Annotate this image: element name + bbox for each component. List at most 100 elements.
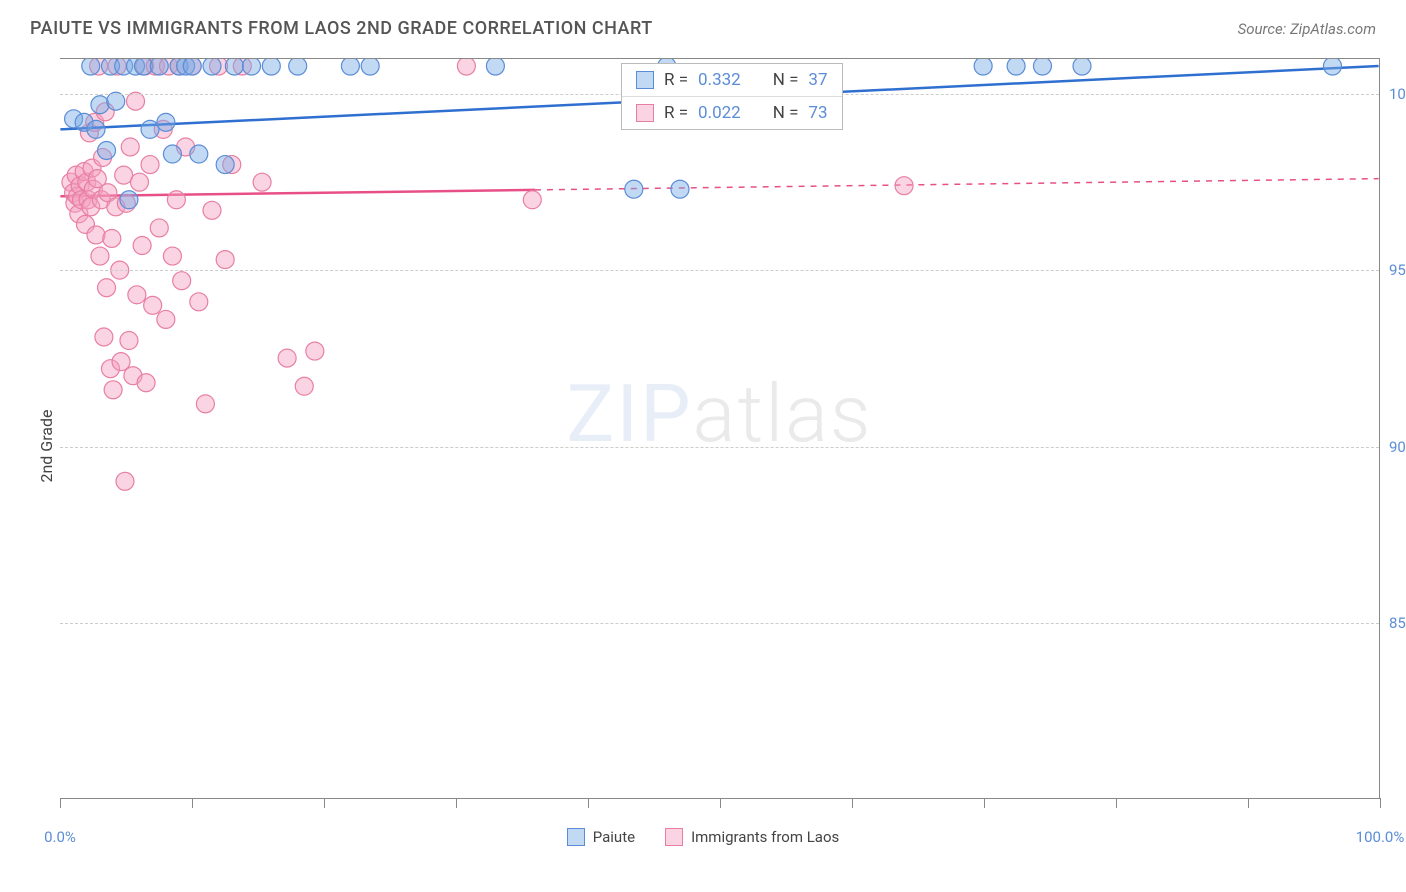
x-tick [324,798,325,808]
y-tick-label: 100.0% [1389,85,1406,103]
data-point-paiute [974,59,992,75]
scatter-plot [60,59,1379,798]
data-point-laos [306,342,324,360]
stat-n-label: N = [773,70,799,90]
data-point-paiute [216,156,234,174]
stat-row: R = 0.022 N = 73 [622,96,842,129]
legend-item-laos: Immigrants from Laos [665,828,839,846]
data-point-paiute [163,145,181,163]
data-point-paiute [625,180,643,198]
y-tick-label: 85.0% [1389,614,1406,632]
data-point-paiute [98,142,116,160]
data-point-laos [91,247,109,265]
data-point-paiute [150,59,168,75]
data-point-laos [133,237,151,255]
stat-r-value: 0.332 [698,70,741,90]
legend-swatch [567,828,585,846]
stat-r-label: R = [664,70,688,90]
legend: Paiute Immigrants from Laos [0,828,1406,846]
data-point-paiute [183,59,201,75]
y-axis-label: 2nd Grade [37,409,56,482]
data-point-laos [137,374,155,392]
gridline-h [60,270,1379,271]
data-point-laos [216,251,234,269]
data-point-laos [163,247,181,265]
data-point-paiute [203,59,221,75]
data-point-laos [150,219,168,237]
data-point-paiute [1007,59,1025,75]
data-point-paiute [157,113,175,131]
x-tick [456,798,457,808]
x-axis [60,798,1380,799]
legend-label: Immigrants from Laos [691,828,839,846]
x-tick [60,798,61,808]
data-point-paiute [82,59,100,75]
data-point-laos [295,377,313,395]
y-tick-label: 95.0% [1389,261,1406,279]
data-point-laos [196,395,214,413]
gridline-h [60,447,1379,448]
chart-title: PAIUTE VS IMMIGRANTS FROM LAOS 2ND GRADE… [30,18,653,39]
data-point-laos [190,293,208,311]
data-point-laos [203,201,221,219]
data-point-laos [128,286,146,304]
stat-swatch [636,71,654,89]
data-point-laos [278,349,296,367]
data-point-laos [895,177,913,195]
data-point-laos [173,272,191,290]
stat-n-label: N = [773,103,799,123]
data-point-paiute [361,59,379,75]
x-tick [1248,798,1249,808]
data-point-paiute [190,145,208,163]
gridline-h [60,623,1379,624]
x-tick [984,798,985,808]
data-point-paiute [1073,59,1091,75]
trend-line-dashed-laos [535,179,1379,190]
stat-n-value: 73 [808,103,827,123]
x-tick [1116,798,1117,808]
data-point-laos [141,156,159,174]
legend-label: Paiute [593,828,635,846]
data-point-laos [523,191,541,209]
correlation-stats-box: R = 0.332 N = 37 R = 0.022 N = 73 [621,63,843,130]
data-point-laos [87,226,105,244]
data-point-paiute [1033,59,1051,75]
data-point-laos [157,310,175,328]
legend-item-paiute: Paiute [567,828,635,846]
x-tick [720,798,721,808]
chart-source: Source: ZipAtlas.com [1238,20,1376,38]
data-point-paiute [671,180,689,198]
x-tick [1380,798,1381,808]
stat-row: R = 0.332 N = 37 [622,64,842,96]
data-point-laos [144,296,162,314]
legend-swatch [665,828,683,846]
y-tick-label: 90.0% [1389,438,1406,456]
x-tick-min: 0.0% [44,828,76,846]
data-point-laos [120,332,138,350]
data-point-paiute [87,120,105,138]
data-point-paiute [486,59,504,75]
stat-r-value: 0.022 [698,103,741,123]
data-point-laos [253,173,271,191]
data-point-laos [130,173,148,191]
data-point-laos [98,279,116,297]
stat-r-label: R = [664,103,688,123]
data-point-laos [104,381,122,399]
x-tick [588,798,589,808]
data-point-paiute [341,59,359,75]
stat-n-value: 37 [808,70,827,90]
plot-area: ZIPatlas 85.0%90.0%95.0%100.0% R =0.332N… [60,58,1380,798]
data-point-paiute [225,59,243,75]
data-point-laos [121,138,139,156]
data-point-paiute [120,191,138,209]
data-point-paiute [289,59,307,75]
chart-header: PAIUTE VS IMMIGRANTS FROM LAOS 2ND GRADE… [0,0,1406,49]
data-point-paiute [1323,59,1341,75]
data-point-laos [457,59,475,75]
data-point-laos [116,472,134,490]
data-point-paiute [243,59,261,75]
x-tick-max: 100.0% [1356,828,1405,846]
stat-swatch [636,104,654,122]
data-point-paiute [262,59,280,75]
x-tick [192,798,193,808]
